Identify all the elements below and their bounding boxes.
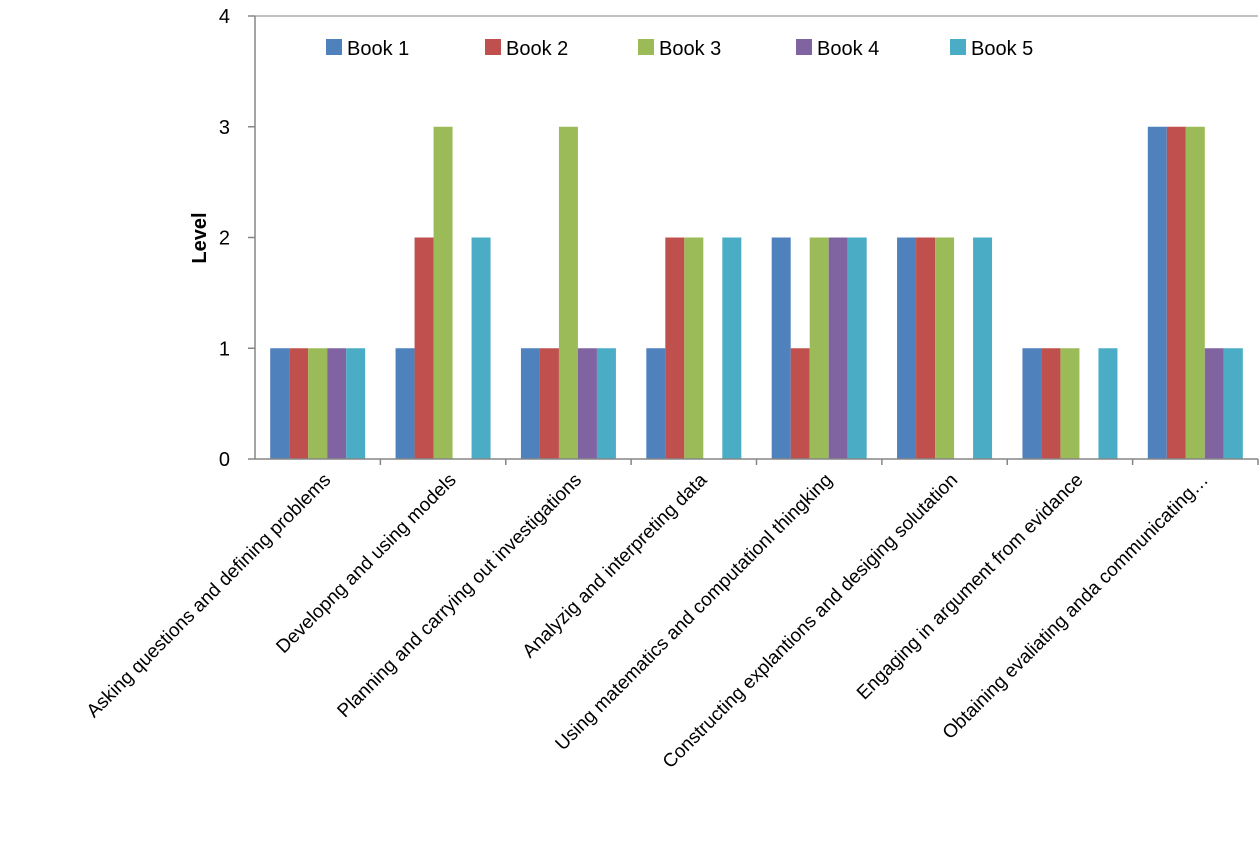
bar-book-1-cat-1 — [270, 348, 290, 459]
x-category-label: Constructing explantions and desiging so… — [659, 470, 962, 773]
x-category-label: Using matematics and computationl thingk… — [552, 470, 837, 755]
bar-book-1-cat-3 — [520, 348, 540, 459]
bars-layer — [270, 126, 1259, 465]
bar-book-1-cat-6 — [897, 237, 917, 459]
bar-book-1-cat-4 — [646, 348, 666, 459]
bar-book-4-cat-3 — [577, 348, 597, 459]
legend-label: Book 5 — [971, 38, 1033, 60]
bar-book-3-cat-1 — [308, 348, 328, 459]
legend-swatch — [796, 39, 812, 55]
legend-label: Book 4 — [817, 38, 879, 60]
bar-book-1-cat-8 — [1147, 126, 1167, 459]
x-category-label: Engaging in argument from evidance — [853, 470, 1087, 704]
bar-book-2-cat-7 — [1041, 348, 1061, 459]
legend-label: Book 1 — [347, 38, 409, 60]
bar-book-2-cat-2 — [414, 237, 434, 459]
bar-book-5-cat-5 — [847, 237, 867, 459]
bar-book-3-cat-2 — [433, 126, 453, 459]
bar-book-3-cat-3 — [558, 126, 578, 459]
bar-book-2-cat-6 — [916, 237, 936, 459]
x-category-label: Asking questions and defining problems — [83, 470, 335, 722]
bar-book-2-cat-3 — [539, 348, 559, 459]
legend-swatch — [326, 39, 342, 55]
bar-book-3-cat-5 — [809, 237, 829, 459]
bar-book-3-cat-7 — [1060, 348, 1080, 459]
bar-book-5-cat-2 — [471, 237, 491, 459]
bar-book-1-cat-2 — [395, 348, 415, 459]
legend: Book 1 Book 2 Book 3 Book 4 Book 5 — [326, 38, 1033, 60]
bar-book-5-cat-3 — [596, 348, 616, 459]
legend-swatch — [638, 39, 654, 55]
bar-book-2-cat-5 — [790, 348, 810, 459]
bar-book-1-cat-5 — [771, 237, 791, 459]
bar-book-1-cat-7 — [1022, 348, 1042, 459]
bar-book-2-cat-8 — [1166, 126, 1186, 459]
y-axis-label: Level — [189, 212, 211, 263]
x-category-label: Planning and carrying out investigations — [334, 470, 586, 722]
bar-book-2-cat-4 — [665, 237, 685, 459]
y-ticks: 0 1 2 3 4 — [219, 6, 255, 471]
legend-label: Book 3 — [659, 38, 721, 60]
y-tick-label: 2 — [219, 228, 230, 250]
bar-book-2-cat-1 — [289, 348, 309, 459]
bar-book-4-cat-8 — [1204, 348, 1224, 459]
legend-swatch — [485, 39, 501, 55]
bar-book-5-cat-6 — [973, 237, 993, 459]
bar-book-4-cat-1 — [327, 348, 347, 459]
bar-book-5-cat-8 — [1223, 348, 1243, 459]
y-tick-label: 0 — [219, 449, 230, 471]
bar-book-3-cat-8 — [1185, 126, 1205, 459]
legend-label: Book 2 — [506, 38, 568, 60]
y-tick-label: 3 — [219, 117, 230, 139]
legend-swatch — [950, 39, 966, 55]
bar-book-3-cat-6 — [935, 237, 955, 459]
bar-book-5-cat-4 — [722, 237, 742, 459]
bar-book-5-cat-1 — [346, 348, 366, 459]
x-category-labels: Asking questions and defining problemsDe… — [83, 469, 1213, 772]
y-tick-label: 4 — [219, 6, 230, 28]
bar-book-5-cat-7 — [1098, 348, 1118, 459]
bar-book-4-cat-5 — [828, 237, 848, 459]
y-tick-label: 1 — [219, 338, 230, 360]
bar-book-3-cat-4 — [684, 237, 704, 459]
x-category-label: Obtaining evaliating anda communicating… — [939, 470, 1213, 744]
